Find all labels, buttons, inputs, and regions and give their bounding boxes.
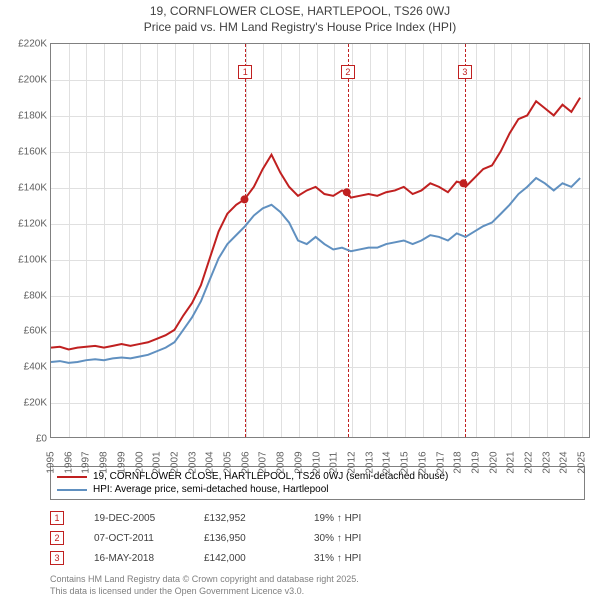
event-price: £142,000 — [204, 553, 294, 564]
event-table: 1 19-DEC-2005 £132,952 19% ↑ HPI 2 07-OCT-201… — [50, 508, 585, 568]
y-axis-label: £160K — [18, 146, 47, 157]
x-axis-label: 1997 — [81, 452, 92, 474]
x-axis-label: 2021 — [506, 452, 517, 474]
event-pct: 19% ↑ HPI — [314, 513, 414, 524]
legend-swatch — [57, 476, 87, 478]
legend-swatch — [57, 489, 87, 491]
event-date: 07-OCT-2011 — [84, 533, 184, 544]
y-axis-label: £100K — [18, 254, 47, 265]
event-pct: 31% ↑ HPI — [314, 553, 414, 564]
x-axis-label: 2018 — [453, 452, 464, 474]
x-axis-label: 2014 — [382, 452, 393, 474]
event-date: 16-MAY-2018 — [84, 553, 184, 564]
event-price: £136,950 — [204, 533, 294, 544]
x-axis-label: 2003 — [187, 452, 198, 474]
series-price_paid — [51, 98, 580, 350]
chart-lines — [51, 44, 589, 437]
title-line2: Price paid vs. HM Land Registry's House … — [0, 20, 600, 36]
event-row: 1 19-DEC-2005 £132,952 19% ↑ HPI — [50, 508, 585, 528]
y-axis-label: £20K — [24, 398, 47, 409]
series-hpi — [51, 178, 580, 363]
y-axis-label: £80K — [24, 290, 47, 301]
x-axis-label: 1996 — [63, 452, 74, 474]
x-axis-label: 1998 — [99, 452, 110, 474]
x-axis-label: 2001 — [152, 452, 163, 474]
x-axis-label: 1999 — [116, 452, 127, 474]
x-axis-label: 2010 — [311, 452, 322, 474]
x-axis-label: 1995 — [46, 452, 57, 474]
legend-item: HPI: Average price, semi-detached house,… — [57, 483, 578, 496]
x-axis-label: 2016 — [417, 452, 428, 474]
x-axis-label: 2009 — [293, 452, 304, 474]
y-axis-label: £0 — [36, 434, 47, 445]
footer: Contains HM Land Registry data © Crown c… — [50, 574, 585, 597]
y-axis-label: £40K — [24, 362, 47, 373]
x-axis-label: 2024 — [559, 452, 570, 474]
x-axis-label: 2020 — [488, 452, 499, 474]
event-dot — [343, 188, 351, 196]
x-axis-label: 2008 — [276, 452, 287, 474]
event-date: 19-DEC-2005 — [84, 513, 184, 524]
x-axis-label: 2004 — [205, 452, 216, 474]
event-id-box: 3 — [50, 551, 64, 565]
legend-label: 19, CORNFLOWER CLOSE, HARTLEPOOL, TS26 0… — [93, 471, 448, 482]
event-row: 3 16-MAY-2018 £142,000 31% ↑ HPI — [50, 548, 585, 568]
x-axis-label: 2011 — [329, 452, 340, 474]
y-axis-label: £200K — [18, 75, 47, 86]
chart-title: 19, CORNFLOWER CLOSE, HARTLEPOOL, TS26 0… — [0, 0, 600, 35]
x-axis-label: 2012 — [346, 452, 357, 474]
x-axis-label: 2019 — [470, 452, 481, 474]
event-row: 2 07-OCT-2011 £136,950 30% ↑ HPI — [50, 528, 585, 548]
x-axis-label: 2000 — [134, 452, 145, 474]
event-pct: 30% ↑ HPI — [314, 533, 414, 544]
x-axis-label: 2015 — [400, 452, 411, 474]
y-axis-label: £180K — [18, 111, 47, 122]
event-id-box: 1 — [50, 511, 64, 525]
x-axis-label: 2005 — [223, 452, 234, 474]
x-axis-label: 2006 — [240, 452, 251, 474]
chart-area: £0£20K£40K£60K£80K£100K£120K£140K£160K£1… — [50, 43, 590, 438]
legend-label: HPI: Average price, semi-detached house,… — [93, 484, 329, 495]
title-line1: 19, CORNFLOWER CLOSE, HARTLEPOOL, TS26 0… — [0, 4, 600, 20]
x-axis-label: 2025 — [577, 452, 588, 474]
x-axis-label: 2022 — [524, 452, 535, 474]
event-dot — [459, 179, 467, 187]
y-axis-label: £140K — [18, 182, 47, 193]
event-dot — [240, 196, 248, 204]
y-axis-label: £60K — [24, 326, 47, 337]
x-axis-label: 2013 — [364, 452, 375, 474]
x-axis-label: 2002 — [169, 452, 180, 474]
x-axis-label: 2023 — [541, 452, 552, 474]
event-price: £132,952 — [204, 513, 294, 524]
x-axis-label: 2007 — [258, 452, 269, 474]
footer-line2: This data is licensed under the Open Gov… — [50, 586, 585, 598]
y-axis-label: £220K — [18, 39, 47, 50]
event-id-box: 2 — [50, 531, 64, 545]
x-axis-label: 2017 — [435, 452, 446, 474]
footer-line1: Contains HM Land Registry data © Crown c… — [50, 574, 585, 586]
y-axis-label: £120K — [18, 218, 47, 229]
